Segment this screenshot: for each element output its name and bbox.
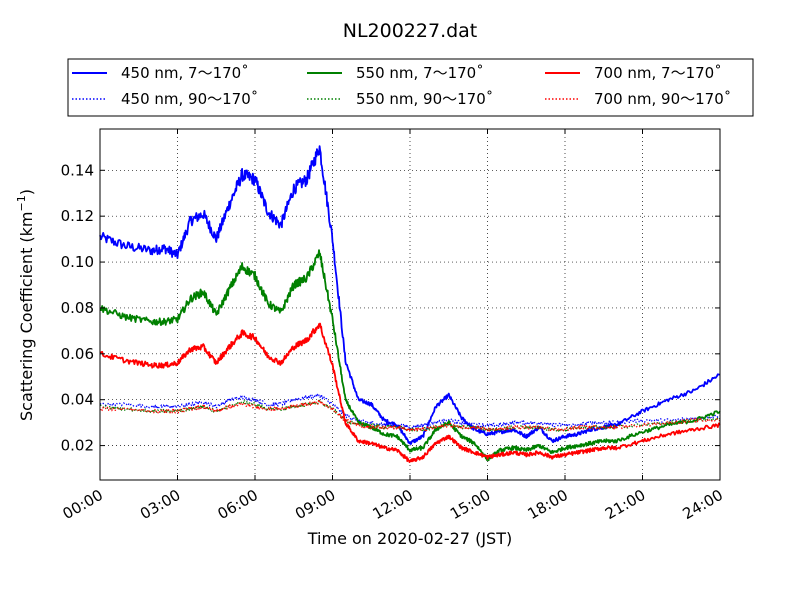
legend-label: 450 nm, 7～170˚ [121,64,249,82]
legend-label: 700 nm, 7～170˚ [594,64,722,82]
x-tick-label: 06:00 [215,486,261,523]
legend-label: 550 nm, 7～170˚ [356,64,484,82]
y-tick-label: 0.02 [61,437,94,455]
y-axis-label-exponent: −1 [15,195,28,211]
x-tick-label: 18:00 [525,486,571,523]
legend-label: 550 nm, 90～170˚ [356,90,493,108]
series-line [99,400,721,432]
series-line [99,145,721,445]
y-tick-label: 0.04 [61,391,94,409]
series-line [99,249,721,462]
y-tick-label: 0.06 [61,345,94,363]
x-axis-label: Time on 2020-02-27 (JST) [307,529,512,548]
x-tick-label: 24:00 [680,486,726,523]
ticks: 00:00 03:00 06:00 09:00 12:00 15:00 18:00 21:00… [60,129,726,523]
x-tick-label: 09:00 [292,486,338,523]
legend: 450 nm, 7～170˚ 450 nm, 90～170˚ 550 nm, 7～1… [67,58,754,117]
x-tick-label: 21:00 [602,486,648,523]
grid [100,129,720,480]
legend-label: 450 nm, 90～170˚ [121,90,258,108]
y-tick-label: 0.10 [61,253,94,271]
y-axis-label-main: Scattering Coefficient (km [17,211,36,421]
legend-label: 700 nm, 90～170˚ [594,90,731,108]
y-axis-label-close: ) [17,189,36,195]
x-tick-label: 12:00 [370,486,416,523]
x-tick-label: 15:00 [447,486,493,523]
y-tick-label: 0.12 [61,207,94,225]
y-axis-label: Scattering Coefficient (km−1) [15,189,36,421]
y-tick-label: 0.08 [61,299,94,317]
series-line [99,393,721,430]
x-tick-label: 00:00 [60,486,106,523]
series-group [99,145,721,464]
series-line [99,322,721,464]
y-tick-label: 0.14 [61,161,94,179]
chart-title: NL200227.dat [343,20,478,42]
legend-frame [67,58,754,117]
x-tick-label: 03:00 [137,486,183,523]
